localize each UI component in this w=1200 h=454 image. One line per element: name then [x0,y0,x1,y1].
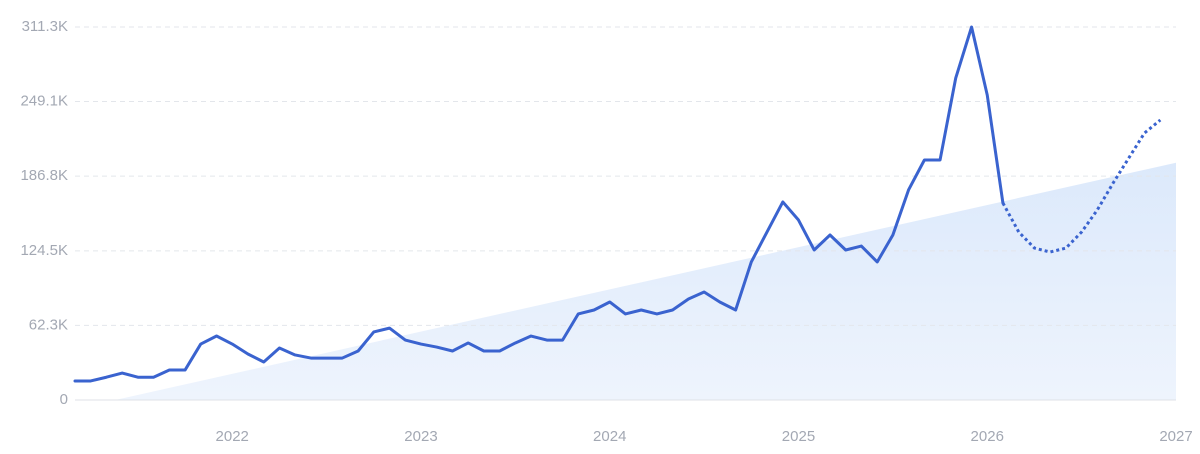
trend-area [115,162,1176,400]
x-tick-label: 2026 [971,428,1004,445]
y-tick-label: 62.3K [29,316,68,333]
y-tick-label: 124.5K [20,242,68,259]
x-tick-label: 2027 [1159,428,1192,445]
y-tick-label: 186.8K [20,167,68,184]
x-tick-label: 2025 [782,428,815,445]
forecast-line [1001,118,1162,254]
x-tick-label: 2023 [404,428,437,445]
y-tick-label: 311.3K [22,18,68,35]
x-tick-label: 2022 [216,428,249,445]
trend-line [73,25,1005,383]
y-tick-label: 249.1K [20,92,68,109]
x-tick-label: 2024 [593,428,626,445]
y-tick-label: 0 [60,391,68,408]
